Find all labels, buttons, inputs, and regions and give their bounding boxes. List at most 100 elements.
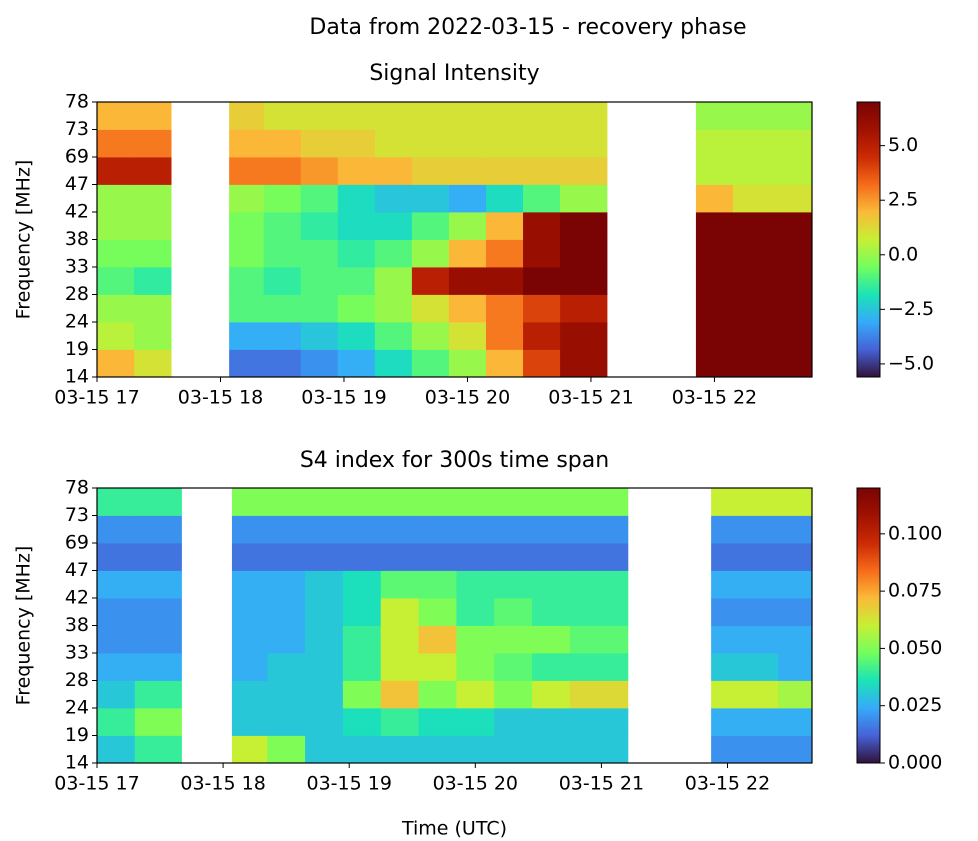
heatmap-cell xyxy=(523,322,561,350)
heatmap-cell xyxy=(263,102,302,130)
heatmap-cell xyxy=(374,212,413,240)
heatmap-cell xyxy=(746,543,779,571)
heatmap-cell xyxy=(418,735,457,764)
heatmap-cell xyxy=(263,239,302,268)
heatmap-cell xyxy=(263,294,302,323)
heatmap-cell xyxy=(267,543,306,571)
heatmap-cell xyxy=(695,294,734,323)
heatmap-cell xyxy=(711,543,747,571)
heatmap-cell xyxy=(231,598,268,626)
x-tick-label: 03-15 17 xyxy=(54,773,139,795)
heatmap-cell xyxy=(418,708,457,736)
heatmap-cell xyxy=(770,157,813,185)
heatmap-cell xyxy=(485,157,524,185)
colorbar xyxy=(856,101,881,378)
heatmap-cell xyxy=(267,680,306,709)
heatmap-cell xyxy=(229,294,265,323)
heatmap-cell xyxy=(374,349,413,378)
heatmap-cell xyxy=(532,515,571,544)
heatmap-cell xyxy=(569,708,629,736)
heatmap-cell xyxy=(523,267,561,295)
heatmap-cell xyxy=(300,212,339,240)
heatmap-cell xyxy=(337,294,376,323)
heatmap-cell xyxy=(770,102,813,130)
heatmap-cell xyxy=(231,625,268,654)
y-tick-label: 38 xyxy=(65,614,89,636)
heatmap-cell xyxy=(337,349,376,378)
heatmap-cell xyxy=(411,239,450,268)
heatmap-cell xyxy=(134,267,172,295)
heatmap-cell xyxy=(411,157,450,185)
heatmap-cell xyxy=(305,488,344,516)
heatmap-cell xyxy=(231,543,268,571)
heatmap-cell xyxy=(523,212,561,240)
x-tick-label: 03-15 22 xyxy=(685,773,770,795)
heatmap-cell xyxy=(485,102,524,130)
heatmap-cell xyxy=(485,129,524,158)
heatmap-cell xyxy=(532,680,571,709)
heatmap-cell xyxy=(134,598,182,626)
heatmap-cell xyxy=(485,267,524,295)
heatmap-cell xyxy=(380,735,419,764)
heatmap-cell xyxy=(411,294,450,323)
heatmap-cell xyxy=(229,184,265,213)
heatmap-cell xyxy=(532,598,571,626)
heatmap-cell xyxy=(300,157,339,185)
heatmap-cell xyxy=(300,294,339,323)
heatmap-cell xyxy=(456,708,495,736)
heatmap-cell xyxy=(560,349,608,378)
heatmap-cell xyxy=(134,515,182,544)
heatmap-cell xyxy=(97,184,135,213)
heatmap-cell xyxy=(300,102,339,130)
heatmap-cell xyxy=(231,570,268,599)
heatmap-cell xyxy=(342,598,382,626)
heatmap-cell xyxy=(231,708,268,736)
heatmap-cell xyxy=(134,570,182,599)
heatmap-cell xyxy=(494,653,533,681)
heatmap-cell xyxy=(134,184,172,213)
y-tick-label: 69 xyxy=(65,532,89,554)
heatmap-cell xyxy=(300,239,339,268)
heatmap-cell xyxy=(97,349,135,378)
heatmap-cell xyxy=(485,212,524,240)
heatmap-cell xyxy=(494,680,533,709)
heatmap-cell xyxy=(569,625,629,654)
y-tick-label: 14 xyxy=(65,366,89,388)
heatmap-cell xyxy=(494,570,533,599)
heatmap-cell xyxy=(456,625,495,654)
heatmap-cell xyxy=(97,102,135,130)
heatmap-cell xyxy=(732,349,771,378)
y-tick-label: 78 xyxy=(65,477,89,499)
heatmap-cell xyxy=(770,212,813,240)
heatmap-cell xyxy=(374,267,413,295)
y-tick-label: 47 xyxy=(65,559,89,581)
axes-title: S4 index for 300s time span xyxy=(300,448,609,473)
heatmap-cell xyxy=(267,515,306,544)
colorbar-tick-label: 0.0 xyxy=(888,243,918,265)
heatmap-cell xyxy=(494,708,533,736)
heatmap-cell xyxy=(97,735,136,764)
heatmap-cell xyxy=(337,212,376,240)
heatmap-cell xyxy=(695,184,734,213)
heatmap-cell xyxy=(263,267,302,295)
heatmap-cell xyxy=(560,102,608,130)
heatmap-cell xyxy=(456,488,495,516)
heatmap-cell xyxy=(732,102,771,130)
heatmap-cell xyxy=(97,267,135,295)
y-tick-label: 28 xyxy=(65,283,89,305)
heatmap-cell xyxy=(418,515,457,544)
heatmap-cell xyxy=(732,212,771,240)
heatmap-cell xyxy=(494,543,533,571)
heatmap-cell xyxy=(777,488,813,516)
heatmap-cell xyxy=(418,625,457,654)
heatmap-cell xyxy=(134,212,172,240)
heatmap-cell xyxy=(134,294,172,323)
heatmap-cell xyxy=(777,598,813,626)
heatmap-cell xyxy=(569,570,629,599)
heatmap-cell xyxy=(229,322,265,350)
heatmap-cell xyxy=(532,543,571,571)
heatmap-cell xyxy=(411,267,450,295)
y-tick-label: 69 xyxy=(65,146,89,168)
heatmap-cell xyxy=(231,680,268,709)
heatmap-cell xyxy=(448,184,487,213)
